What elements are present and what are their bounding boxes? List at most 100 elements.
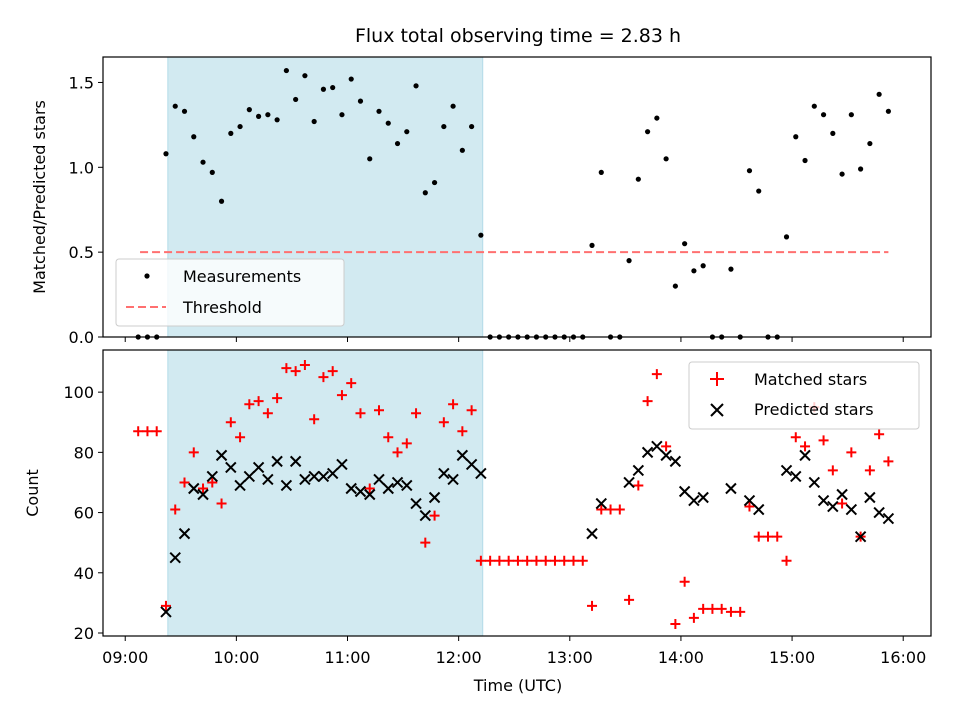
predicted-star-point: [364, 488, 376, 501]
matched-star-point: [670, 618, 681, 629]
matched-star-point: [790, 432, 801, 443]
matched-star-point: [364, 483, 375, 494]
measurement-point: [672, 283, 678, 289]
measurement-point: [404, 129, 410, 135]
measurement-point: [357, 98, 364, 104]
predicted-star-point: [160, 606, 172, 618]
measurement-point: [663, 156, 669, 162]
predicted-star-point: [336, 458, 348, 471]
matched-star-point: [818, 435, 829, 446]
measurement-point: [459, 147, 465, 153]
predicted-star-point: [410, 497, 422, 510]
top-panel-frame: [102, 56, 932, 338]
measurement-point: [811, 103, 817, 109]
predicted-star-point: [697, 491, 709, 504]
matched-star-point: [587, 600, 598, 611]
legend-measurements-label: Measurements: [183, 267, 301, 286]
measurement-point: [793, 134, 799, 140]
predicted-star-point: [234, 479, 246, 492]
predicted-star-point: [419, 509, 432, 522]
predicted-star-point: [882, 512, 895, 525]
matched-star-point: [207, 477, 218, 488]
measurement-point: [848, 112, 854, 118]
predicted-star-point: [262, 473, 274, 486]
matched-star-point: [346, 378, 357, 389]
matched-star-point: [170, 504, 181, 515]
predicted-star-point: [391, 476, 404, 489]
matched-star-point: [336, 390, 347, 401]
measurement-point: [385, 120, 391, 126]
matched-star-point: [864, 465, 875, 476]
predicted-star-point: [280, 479, 293, 492]
measurement-point: [802, 157, 808, 164]
y-tick-label: 20: [74, 624, 94, 643]
x-tick-label: 12:00: [436, 648, 482, 667]
matched-star-point: [438, 417, 449, 428]
predicted-star-point: [465, 458, 478, 471]
predicted-star-point: [595, 497, 607, 510]
predicted-star-point: [382, 482, 394, 495]
predicted-star-point: [373, 473, 385, 486]
matched-star-point: [753, 531, 764, 542]
matched-star-point: [577, 555, 588, 566]
matched-star-point: [642, 396, 653, 407]
predicted-star-point: [660, 449, 672, 462]
matched-star-point: [327, 366, 338, 377]
y-tick-label: 0.5: [69, 243, 94, 262]
matched-star-point: [735, 606, 746, 617]
measurement-point: [376, 108, 382, 114]
matched-star-point: [568, 555, 579, 566]
measurement-point: [237, 123, 243, 130]
measurement-point: [218, 198, 225, 204]
top-panel: 0.0 0.5 1.0 1.5 Matched/Predicted stars Mea…: [30, 56, 932, 347]
top-legend: Measurements Threshold: [115, 258, 345, 327]
predicted-star-point: [428, 491, 441, 504]
matched-star-point: [837, 498, 848, 509]
predicted-star-point: [178, 527, 191, 540]
x-tick-label: 11:00: [324, 648, 370, 667]
measurement-point: [293, 96, 299, 103]
measurement-point: [478, 232, 484, 238]
predicted-star-point: [252, 461, 265, 474]
measurement-point: [654, 115, 660, 121]
predicted-star-point: [225, 461, 237, 474]
predicted-star-point: [456, 449, 469, 462]
matched-star-point: [244, 399, 255, 410]
matched-star-point: [744, 501, 755, 512]
predicted-star-point: [817, 494, 830, 507]
matched-star-point: [827, 465, 838, 476]
measurement-point: [191, 134, 197, 140]
measurement-point: [209, 169, 215, 175]
predicted-star-point: [688, 494, 700, 507]
matched-star-point: [800, 441, 811, 452]
measurement-point: [200, 159, 206, 165]
y-tick-label: 100: [63, 383, 94, 402]
y-tick-label: 0.0: [69, 328, 94, 347]
measurement-point: [246, 107, 252, 113]
matched-star-point: [531, 555, 542, 566]
matched-star-point: [466, 405, 477, 416]
matched-star-point: [374, 405, 384, 416]
measurement-point: [867, 140, 873, 147]
matched-star-point: [133, 426, 144, 437]
measurement-point: [644, 129, 651, 135]
measurement-point: [876, 91, 882, 97]
x-tick-label: 13:00: [547, 648, 593, 667]
measurement-point: [311, 118, 317, 125]
matched-star-point: [253, 396, 264, 407]
matched-star-point: [762, 531, 773, 542]
predicted-star-point: [243, 470, 256, 483]
measurement-point: [394, 140, 401, 147]
predicted-star-point: [345, 482, 357, 495]
matched-star-point: [698, 603, 709, 614]
x-tick-label: 09:00: [102, 648, 148, 667]
matched-star-point: [522, 555, 533, 566]
measurement-point: [885, 108, 891, 114]
predicted-star-point: [206, 470, 218, 483]
predicted-star-point: [215, 449, 228, 462]
matched-star-point: [540, 555, 551, 566]
measurement-point: [330, 84, 336, 91]
matched-star-point: [216, 498, 227, 509]
matched-star-point: [883, 456, 894, 467]
